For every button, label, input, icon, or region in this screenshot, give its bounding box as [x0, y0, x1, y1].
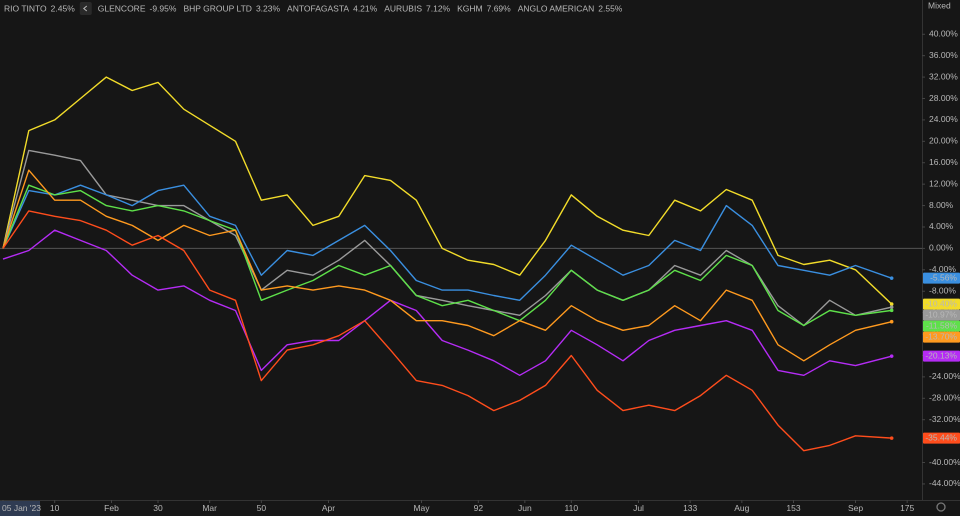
y-tick-label: 40.00% — [929, 29, 958, 39]
legend-name: ANTOFAGASTA — [287, 3, 349, 13]
y-tick-label: -8.00% — [929, 285, 956, 295]
series-line — [2, 184, 892, 301]
end-label: -5.56% — [930, 272, 957, 282]
x-tick-label: 50 — [257, 503, 267, 513]
series-end-dot — [889, 302, 894, 306]
x-tick-label: Aug — [734, 503, 749, 513]
legend-name: ANGLO AMERICAN — [518, 3, 595, 13]
legend-name: RIO TINTO — [4, 3, 47, 13]
y-tick-label: -24.00% — [929, 371, 960, 381]
x-tick-label: May — [413, 503, 430, 513]
y-tick-label: 32.00% — [929, 71, 958, 81]
end-label-box — [923, 272, 960, 284]
y-tick-label: 28.00% — [929, 93, 958, 103]
x-tick-label: 153 — [786, 503, 800, 513]
legend-value: -9.95% — [150, 3, 177, 13]
legend-value: 2.55% — [598, 3, 623, 13]
x-tick-label: Sep — [848, 503, 863, 513]
legend-name: BHP GROUP LTD — [183, 3, 252, 13]
x-tick-label: 30 — [153, 503, 163, 513]
scale-mode[interactable]: Mixed — [928, 0, 951, 10]
y-tick-label: 20.00% — [929, 136, 958, 146]
series-end-dot — [889, 308, 894, 313]
x-tick-label: 92 — [474, 503, 484, 513]
x-cursor-box — [0, 501, 40, 516]
y-tick-label: -44.00% — [929, 478, 960, 488]
legend-value: 4.21% — [353, 3, 378, 13]
y-tick-label: 8.00% — [929, 200, 954, 210]
end-label-box — [923, 350, 960, 362]
legend-value: 7.69% — [487, 3, 512, 13]
legend-value: 3.23% — [256, 3, 281, 13]
x-tick-label: Jun — [518, 503, 532, 513]
y-tick-label: 36.00% — [929, 50, 958, 60]
y-tick-label: 12.00% — [929, 178, 958, 188]
series-line — [2, 210, 892, 452]
legend-name: KGHM — [457, 3, 483, 13]
end-label: -35.44% — [925, 432, 957, 442]
legend-collapse-icon — [83, 5, 88, 12]
series-line — [2, 184, 892, 327]
legend-name: GLENCORE — [98, 3, 146, 13]
legend-collapse-button[interactable] — [79, 2, 92, 15]
series-end-dot — [889, 319, 894, 324]
series-end-dot — [889, 305, 894, 309]
y-tick-label: 16.00% — [929, 157, 958, 167]
x-tick-label: 133 — [683, 503, 697, 513]
x-tick-label: Jul — [633, 503, 644, 513]
x-tick-label: 10 — [50, 503, 60, 513]
end-label: -11.58% — [926, 320, 957, 330]
legend-value: 2.45% — [51, 3, 76, 13]
x-tick-label: Feb — [104, 503, 119, 513]
series-end-dot — [889, 354, 894, 358]
y-tick-label: 0.00% — [929, 243, 954, 253]
y-tick-label: 24.00% — [929, 114, 958, 124]
end-label: -10.40% — [925, 298, 957, 308]
x-tick-label: 175 — [900, 503, 914, 513]
end-label-box — [923, 298, 960, 310]
legend-value: 7.12% — [426, 3, 451, 13]
y-tick-label: -4.00% — [929, 264, 956, 274]
x-tick-label: 05 Jan '23 — [2, 503, 41, 513]
end-label: -13.70% — [925, 331, 957, 341]
x-tick-label: 110 — [565, 503, 579, 513]
legend: RIO TINTO 2.45% GLENCORE -9.95% BHP GROUP LT… — [4, 2, 623, 15]
series-line — [2, 229, 892, 376]
end-label: -20.13% — [925, 350, 957, 360]
end-label-box — [923, 320, 960, 332]
series-end-dot — [889, 436, 894, 440]
series-line — [2, 169, 892, 362]
end-label-box — [923, 331, 960, 343]
end-label-box — [923, 309, 960, 321]
y-tick-label: 4.00% — [929, 221, 954, 231]
end-label: -10.97% — [925, 309, 957, 319]
series-line — [2, 76, 893, 305]
legend-name: AURUBIS — [384, 3, 422, 13]
series-line — [2, 149, 892, 327]
y-tick-label: -40.00% — [929, 457, 960, 467]
settings-icon[interactable] — [936, 502, 946, 512]
y-tick-label: -28.00% — [929, 393, 960, 403]
x-tick-label: Apr — [322, 503, 335, 513]
end-label-box — [923, 432, 960, 444]
series-end-dot — [889, 276, 894, 280]
settings-gear[interactable] — [936, 502, 946, 512]
y-tick-label: -32.00% — [929, 414, 960, 424]
x-tick-label: Mar — [202, 503, 217, 513]
